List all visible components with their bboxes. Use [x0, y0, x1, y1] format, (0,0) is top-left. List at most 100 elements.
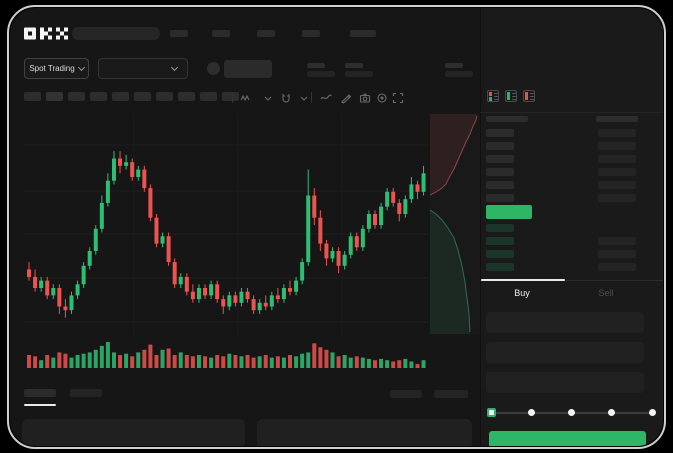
- market-type-selector[interactable]: Spot Trading: [24, 58, 89, 79]
- toolbar-divider: [232, 92, 233, 103]
- ask-amount-6: [598, 194, 636, 202]
- line-tool-icon[interactable]: [320, 91, 332, 103]
- nav-item-4[interactable]: [302, 30, 320, 37]
- toolbar-divider: [311, 92, 312, 103]
- draw-tool-6[interactable]: [134, 92, 151, 101]
- orderbook-col-header-price: [486, 116, 528, 122]
- tab-buy[interactable]: Buy: [514, 288, 530, 298]
- chevron-down-icon: [170, 63, 179, 72]
- volume-bars: [27, 342, 426, 368]
- mark: [525, 92, 528, 100]
- book-both-icon[interactable]: [487, 90, 499, 102]
- search-input[interactable]: [72, 27, 160, 40]
- ask-price-1[interactable]: [486, 129, 514, 137]
- draw-tool-9[interactable]: [200, 92, 217, 101]
- nav-item-2[interactable]: [212, 30, 230, 37]
- line: [511, 98, 516, 101]
- indicators-icon[interactable]: [240, 91, 252, 103]
- ask-amount-1: [598, 129, 636, 137]
- book-bids-icon[interactable]: [505, 90, 517, 102]
- line: [529, 95, 534, 98]
- magnet-icon[interactable]: [280, 91, 292, 103]
- caret-down-icon[interactable]: [298, 91, 310, 103]
- ask-mark: [489, 92, 492, 96]
- bottom-tab-2[interactable]: [70, 389, 102, 397]
- draw-tool-5[interactable]: [112, 92, 129, 101]
- ask-amount-3: [598, 155, 636, 163]
- book-asks-icon[interactable]: [523, 90, 535, 102]
- tab-sell[interactable]: Sell: [598, 288, 614, 298]
- draw-tool-8[interactable]: [178, 92, 195, 101]
- brush-tool-icon[interactable]: [340, 91, 352, 104]
- order-input-3[interactable]: [486, 372, 644, 393]
- order-input-2[interactable]: [486, 342, 644, 363]
- device-frame: Spot Trading Buy Sell: [7, 5, 666, 449]
- orderbook-col-header-amount: [596, 116, 638, 122]
- stat-label-1: [307, 63, 325, 68]
- draw-tool-2[interactable]: [46, 92, 63, 101]
- caret-down-icon[interactable]: [262, 91, 274, 103]
- bottom-action-2[interactable]: [434, 390, 468, 398]
- bottom-tab-active-indicator: [24, 404, 56, 406]
- tabbar-divider: [480, 280, 663, 281]
- target-icon[interactable]: [376, 91, 388, 103]
- slider-stop-3[interactable]: [608, 409, 616, 416]
- okx-logo: [24, 27, 68, 40]
- bid-amount-4: [598, 263, 636, 271]
- bottom-tab-1[interactable]: [24, 389, 56, 397]
- candlestick-chart[interactable]: [24, 114, 428, 336]
- bid-price-1[interactable]: [486, 224, 514, 232]
- ask-price-3[interactable]: [486, 155, 514, 163]
- active-tab-indicator: [481, 279, 565, 281]
- orders-panel: [22, 419, 245, 446]
- draw-tool-4[interactable]: [90, 92, 107, 101]
- ask-price-6[interactable]: [486, 194, 514, 202]
- line: [529, 98, 534, 101]
- line: [511, 95, 516, 98]
- pair-dropdown[interactable]: [98, 58, 188, 79]
- nav-item-1[interactable]: [170, 30, 188, 37]
- stat-value-2: [345, 71, 373, 77]
- stat-label-2: [345, 63, 363, 68]
- line: [493, 95, 498, 98]
- draw-tool-10[interactable]: [222, 92, 239, 101]
- depth-chart: [430, 114, 481, 334]
- stat-value-1: [307, 71, 335, 77]
- market-type-label: Spot Trading: [29, 64, 75, 73]
- order-input-1[interactable]: [486, 312, 644, 333]
- pair-name-placeholder: [224, 60, 272, 78]
- last-price-badge[interactable]: [486, 205, 532, 219]
- slider-handle[interactable]: [486, 408, 496, 417]
- history-panel: [257, 419, 472, 446]
- chevron-down-icon: [77, 63, 85, 72]
- mark: [507, 92, 510, 100]
- bid-mark: [489, 97, 492, 101]
- camera-icon[interactable]: [359, 91, 371, 103]
- submit-buy-button[interactable]: [489, 431, 646, 446]
- ask-price-5[interactable]: [486, 181, 514, 189]
- ask-amount-2: [598, 142, 636, 150]
- draw-tool-1[interactable]: [24, 92, 41, 101]
- bid-price-4[interactable]: [486, 263, 514, 271]
- draw-tool-3[interactable]: [68, 92, 85, 101]
- slider-stop-4[interactable]: [648, 409, 656, 416]
- stat-value-3: [445, 71, 473, 77]
- coin-icon: [207, 62, 220, 75]
- fullscreen-icon[interactable]: [392, 91, 404, 104]
- line: [529, 92, 534, 94]
- bid-price-2[interactable]: [486, 237, 514, 245]
- ask-amount-5: [598, 181, 636, 189]
- bottom-action-1[interactable]: [390, 390, 422, 398]
- slider-stop-2[interactable]: [568, 409, 575, 416]
- bid-price-3[interactable]: [486, 250, 514, 258]
- ask-price-2[interactable]: [486, 142, 514, 150]
- line: [511, 92, 516, 94]
- line: [493, 92, 498, 94]
- nav-item-3[interactable]: [257, 30, 275, 37]
- draw-tool-7[interactable]: [156, 92, 173, 101]
- slider-stop-1[interactable]: [527, 409, 535, 416]
- nav-item-5[interactable]: [350, 30, 376, 37]
- panel-divider: [480, 112, 663, 113]
- stat-label-3: [445, 63, 463, 68]
- ask-price-4[interactable]: [486, 168, 514, 176]
